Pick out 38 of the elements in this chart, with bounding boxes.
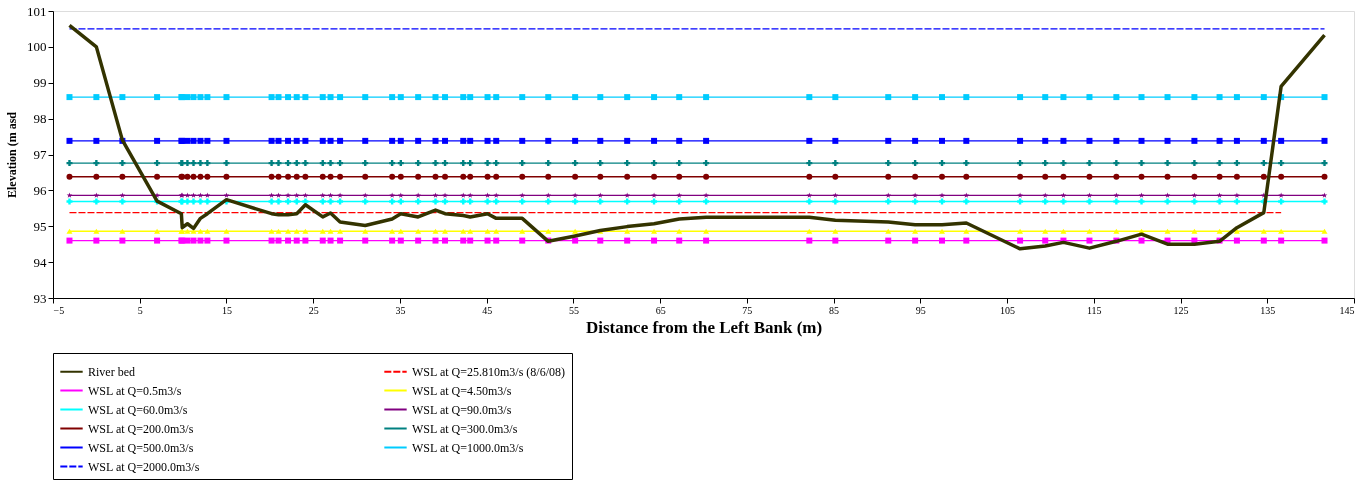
x-tick-label: 95 [915,304,926,316]
legend-label: WSL at Q=1000.0m3/s [412,440,524,455]
y-axis-title: Elevation (m asd [5,111,19,199]
legend-label: WSL at Q=60.0m3/s [88,402,188,417]
x-tick-label: 85 [829,304,840,316]
x-tick-label: 115 [1086,304,1102,316]
x-tick-label: −5 [53,304,65,316]
y-tick-label: 96 [33,182,47,198]
x-tick-label: 5 [137,304,143,316]
x-tick-label: 65 [655,304,666,316]
legend-label: WSL at Q=25.810m3/s (8/6/08) [412,364,565,379]
y-tick-label: 95 [33,218,47,234]
x-tick-label: 125 [1173,304,1189,316]
x-tick-label: 145 [1339,304,1355,316]
x-tick-label: 135 [1260,304,1276,316]
y-tick-label: 100 [27,39,47,55]
legend-label: WSL at Q=200.0m3/s [88,421,194,436]
x-axis-title: Distance from the Left Bank (m) [585,317,823,337]
y-tick-label: 101 [27,3,47,19]
legend-label: WSL at Q=500.0m3/s [88,440,194,455]
x-tick-label: 75 [742,304,753,316]
x-tick-label: 45 [482,304,493,316]
x-tick-label: 25 [308,304,319,316]
x-tick-label: 15 [221,304,232,316]
x-tick-label: 55 [568,304,579,316]
y-tick-label: 99 [33,75,47,91]
legend-label: WSL at Q=0.5m3/s [88,383,182,398]
legend-label: WSL at Q=300.0m3/s [412,421,518,436]
y-tick-label: 98 [33,111,47,127]
x-tick-label: 35 [395,304,406,316]
legend-label: WSL at Q=4.50m3/s [412,383,512,398]
legend-label: River bed [88,364,135,379]
y-tick-label: 93 [33,290,47,306]
legend-label: WSL at Q=2000.0m3/s [88,459,200,474]
y-tick-label: 97 [33,147,47,162]
y-tick-label: 94 [33,254,47,270]
legend-label: WSL at Q=90.0m3/s [412,402,512,417]
x-tick-label: 105 [1000,304,1016,316]
